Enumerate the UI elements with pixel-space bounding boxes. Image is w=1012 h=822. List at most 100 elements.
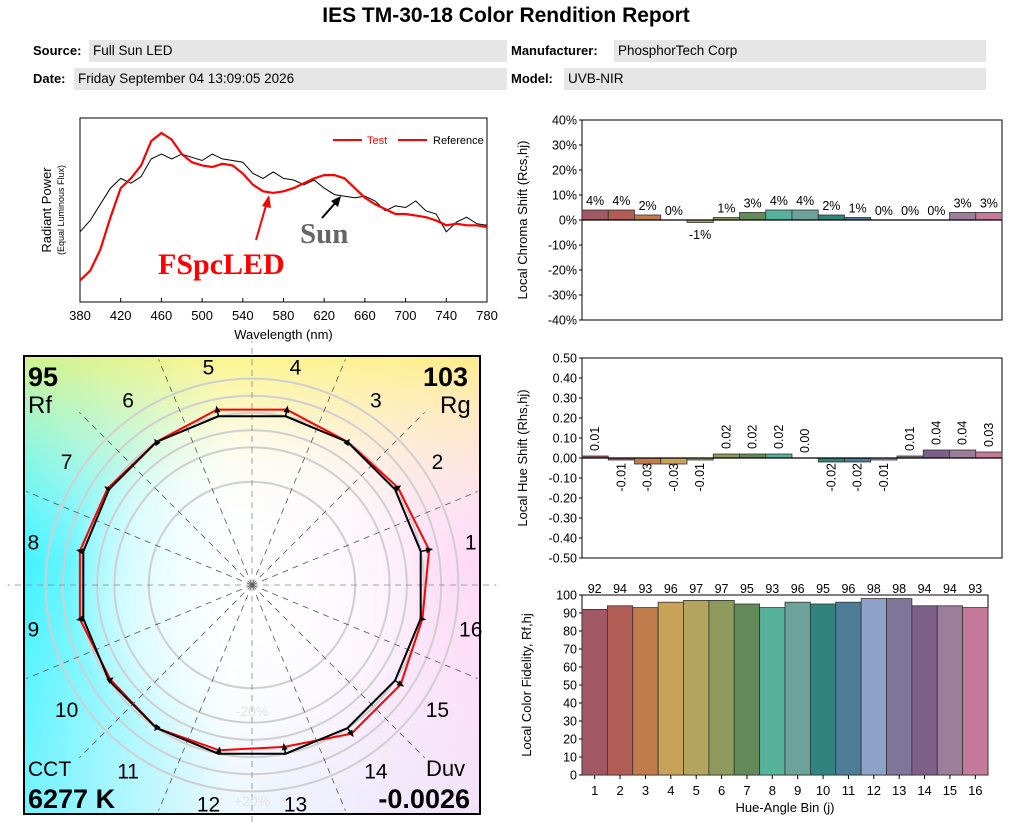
date-label: Date:	[33, 71, 66, 86]
spd-x-tick-label: 380	[69, 308, 91, 323]
cvg-arrowhead	[76, 548, 84, 555]
manufacturer-label: Manufacturer:	[511, 43, 598, 58]
fidelity-bar	[784, 601, 811, 776]
cvg-spoke	[158, 584, 253, 811]
chroma-data-label: 0%	[901, 204, 919, 218]
chroma-data-label: 4%	[586, 194, 604, 208]
fidelity-x-axis-label: Hue-Angle Bin (j)	[736, 800, 835, 815]
spd-x-tick-label: 660	[354, 308, 376, 323]
cvg-frame	[23, 355, 481, 815]
cvg-bin-label: 10	[55, 699, 78, 722]
chroma-data-label: 0%	[875, 204, 893, 218]
cvg-spoke	[251, 584, 346, 811]
model-value: UVB-NIR	[564, 68, 986, 90]
fidelity-x-tick-label: 5	[693, 783, 700, 798]
fidelity-y-tick-label: 30	[563, 715, 577, 729]
chroma-y-tick-label: 0%	[559, 214, 577, 228]
chroma-data-label: 0%	[927, 204, 945, 218]
spd-test-line	[79, 131, 488, 282]
cvg-arrowhead	[396, 680, 405, 687]
cvg-arrowhead	[283, 405, 290, 414]
cvg-arrowhead	[154, 723, 161, 732]
fidelity-bar	[809, 603, 837, 776]
hue-y-tick-label: 0.10	[553, 432, 577, 446]
hue-data-label: -0.03	[641, 463, 655, 492]
hue-y-tick-label: 0.00	[553, 452, 577, 466]
annotation-sun: Sun	[300, 218, 348, 250]
cvg-bin-label: 9	[27, 619, 39, 642]
fidelity-x-tick-label: 6	[718, 783, 725, 798]
hue-data-label: 0.02	[746, 425, 760, 449]
cvg-spoke	[251, 359, 346, 586]
cct-value: 6277 K	[28, 784, 116, 814]
fidelity-y-tick-label: 60	[563, 661, 577, 675]
hue-y-tick-label: -0.40	[549, 532, 578, 546]
chroma-y-tick-label: 20%	[552, 164, 577, 178]
cvg-spoke	[26, 584, 253, 679]
hue-y-axis-label: Local Hue Shift (Rhs,hj)	[515, 389, 530, 526]
cvg-bin-label: 1	[465, 531, 477, 554]
spd-y-axis-sublabel: (Equal Luminous Flux)	[56, 165, 66, 255]
fidelity-y-tick-label: 0	[570, 769, 577, 783]
cvg-arrowhead	[76, 615, 84, 622]
fidelity-bar	[657, 601, 684, 776]
fidelity-data-label: 96	[841, 582, 855, 596]
fidelity-x-tick-label: 3	[642, 783, 649, 798]
cvg-spoke	[251, 584, 425, 758]
cvg-spoke	[79, 584, 253, 758]
fidelity-data-label: 94	[613, 582, 627, 596]
cvg-bin-label: 16	[459, 619, 482, 642]
annotation-sun-arrowhead	[331, 196, 341, 207]
chroma-data-label: 1%	[849, 202, 867, 216]
rf-value: 95	[28, 362, 58, 392]
cvg-spoke	[251, 412, 425, 586]
rg-label: Rg	[440, 392, 471, 419]
cvg-arrowhead	[347, 729, 354, 738]
cvg-arrowhead	[393, 485, 402, 492]
cvg-bin-label: 15	[426, 699, 449, 722]
chroma-data-label: 3%	[744, 197, 762, 211]
chroma-data-label: 0%	[665, 204, 683, 218]
fidelity-data-label: 96	[791, 582, 805, 596]
fidelity-x-tick-label: 16	[968, 783, 982, 798]
chroma-data-label: 4%	[770, 194, 788, 208]
spd-x-tick-label: 780	[476, 308, 498, 323]
cvg-ring-label-plus: +20%	[234, 793, 270, 809]
chroma-data-label: 1%	[717, 202, 735, 216]
fidelity-data-label: 97	[715, 582, 729, 596]
fidelity-x-tick-label: 10	[816, 783, 830, 798]
source-label: Source:	[33, 43, 82, 58]
chroma-data-label: 3%	[980, 197, 998, 211]
spd-x-tick-label: 740	[435, 308, 457, 323]
chroma-data-label: 4%	[612, 194, 630, 208]
hue-y-tick-label: -0.30	[549, 512, 578, 526]
rf-label: Rf	[28, 392, 52, 419]
fidelity-bar	[708, 600, 735, 776]
fidelity-data-label: 98	[892, 582, 906, 596]
fidelity-x-tick-label: 1	[591, 783, 598, 798]
cvg-bin-label: 12	[197, 794, 220, 817]
duv-label: Duv	[426, 756, 465, 781]
chroma-y-tick-label: -20%	[548, 264, 577, 278]
fidelity-x-tick-label: 13	[892, 783, 906, 798]
fidelity-x-tick-label: 11	[842, 783, 856, 798]
fidelity-y-axis-label: Local Color Fidelity, Rf,hj	[519, 613, 534, 757]
fidelity-bar	[835, 601, 862, 776]
fidelity-y-tick-label: 90	[563, 607, 577, 621]
chroma-data-label: 3%	[954, 197, 972, 211]
cvg-bin-label: 11	[117, 760, 139, 783]
cvg-arrowhead	[104, 486, 112, 493]
legend-test-label: Test	[367, 135, 387, 147]
chroma-data-label: -1%	[689, 228, 711, 242]
hue-y-tick-label: 0.30	[553, 392, 577, 406]
fidelity-x-tick-label: 8	[769, 783, 776, 798]
cvg-bin-label: 5	[203, 356, 215, 379]
hue-data-label: -0.02	[824, 463, 838, 492]
manufacturer-value: PhosphorTech Corp	[614, 40, 986, 62]
cvg-bin-label: 6	[122, 390, 134, 413]
hue-y-tick-label: -0.50	[549, 552, 578, 566]
fidelity-x-tick-label: 7	[743, 783, 750, 798]
cvg-bin-label: 2	[432, 451, 444, 474]
spd-x-tick-label: 540	[232, 308, 254, 323]
